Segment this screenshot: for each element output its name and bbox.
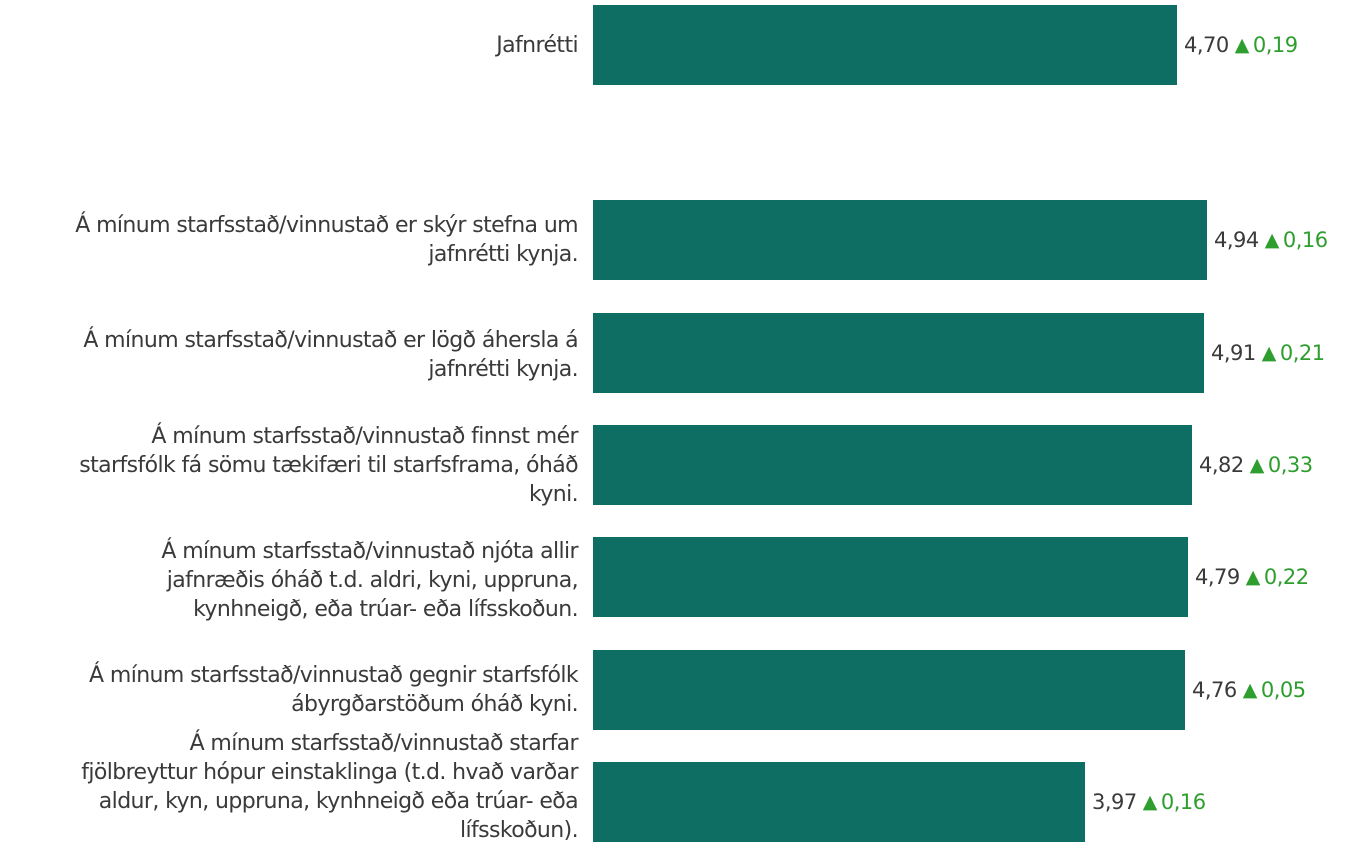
category-label-line: aldur, kyn, uppruna, kynhneigð eða trúar…: [98, 789, 579, 814]
value-label: 4,82: [1199, 453, 1244, 477]
value-label: 4,94: [1214, 228, 1259, 252]
bar: [593, 762, 1085, 842]
category-label-line: fjölbreyttur hópur einstaklinga (t.d. hv…: [81, 760, 578, 785]
category-label: Á mínum starfsstað/vinnustað er skýr ste…: [0, 185, 578, 295]
category-label-line: Á mínum starfsstað/vinnustað njóta allir: [161, 538, 578, 564]
bar: [593, 5, 1177, 85]
change-label: 0,22: [1263, 565, 1309, 589]
category-label: Á mínum starfsstað/vinnustað njóta allir…: [0, 510, 578, 650]
bar: [593, 650, 1185, 730]
bar: [593, 425, 1192, 505]
bar: [593, 313, 1204, 393]
data-label: 4,76 ▲ 0,05: [1192, 650, 1306, 730]
value-label: 4,91: [1211, 341, 1256, 365]
change-label: 0,05: [1260, 678, 1306, 702]
category-label-line: kyni.: [528, 481, 579, 507]
category-label-line: Á mínum starfsstað/vinnustað gegnir star…: [89, 663, 579, 688]
data-label: 4,70 ▲ 0,19: [1184, 5, 1298, 85]
category-label: Á mínum starfsstað/vinnustað finnst mér s…: [0, 395, 578, 535]
category-label-line: Á mínum starfsstað/vinnustað er lögð áhe…: [83, 328, 578, 353]
change-label: 0,16: [1160, 790, 1206, 814]
category-label-line: jafnrétti kynja.: [428, 242, 578, 267]
value-label: 4,70: [1184, 33, 1229, 57]
change-label: 0,16: [1282, 228, 1328, 252]
change-label: 0,33: [1267, 453, 1313, 477]
up-triangle-icon: ▲: [1249, 454, 1265, 476]
value-label: 3,97: [1092, 790, 1137, 814]
category-label-line: lífsskoðun).: [459, 818, 579, 843]
up-triangle-icon: ▲: [1245, 566, 1261, 588]
bar: [593, 537, 1188, 617]
up-triangle-icon: ▲: [1264, 229, 1280, 251]
data-label: 3,97 ▲ 0,16: [1092, 762, 1206, 842]
category-label-line: jafnræðis óháð t.d. aldri, kyni, uppruna…: [166, 567, 579, 593]
up-triangle-icon: ▲: [1142, 791, 1158, 813]
category-label-line: ábyrgðarstöðum óháð kyni.: [291, 692, 578, 717]
up-triangle-icon: ▲: [1234, 34, 1250, 56]
data-label: 4,79 ▲ 0,22: [1195, 537, 1309, 617]
category-label-line: starfsfólk fá sömu tækifæri til starfsfr…: [79, 452, 578, 478]
category-label-line: jafnrétti kynja.: [428, 357, 578, 382]
data-label: 4,94 ▲ 0,16: [1214, 200, 1328, 280]
change-label: 0,21: [1279, 341, 1325, 365]
category-label-line: Jafnrétti: [496, 32, 578, 58]
value-label: 4,79: [1195, 565, 1240, 589]
category-label-line: Á mínum starfsstað/vinnustað starfar: [189, 731, 579, 756]
up-triangle-icon: ▲: [1242, 679, 1258, 701]
up-triangle-icon: ▲: [1261, 342, 1277, 364]
category-label: Á mínum starfsstað/vinnustað starfar fjöl…: [0, 712, 578, 862]
bar: [593, 200, 1207, 280]
category-label: Á mínum starfsstað/vinnustað er lögð áhe…: [0, 300, 578, 410]
category-label: Jafnrétti: [0, 5, 578, 85]
data-label: 4,91 ▲ 0,21: [1211, 313, 1325, 393]
data-label: 4,82 ▲ 0,33: [1199, 425, 1313, 505]
category-label: Á mínum starfsstað/vinnustað gegnir star…: [0, 635, 579, 745]
change-label: 0,19: [1252, 33, 1298, 57]
value-label: 4,76: [1192, 678, 1237, 702]
category-label-line: kynhneigð, eða trúar- eða lífsskoðun.: [193, 596, 579, 622]
category-label-line: Á mínum starfsstað/vinnustað er skýr ste…: [75, 213, 578, 238]
category-label-line: Á mínum starfsstað/vinnustað finnst mér: [151, 423, 578, 449]
